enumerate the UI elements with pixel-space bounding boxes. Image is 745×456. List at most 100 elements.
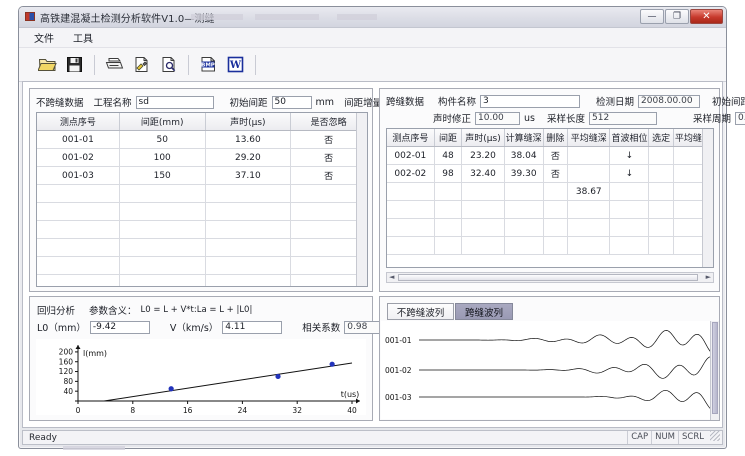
table-row-empty[interactable] [37, 274, 367, 286]
table-cell[interactable]: 002-02 [387, 164, 435, 183]
table-cell[interactable]: 001-02 [37, 148, 120, 167]
table-row[interactable]: 002-01 48 23.20 38.04 否 ↓ [387, 146, 713, 165]
column-header-4[interactable]: 删除 [543, 129, 569, 147]
table-cell-empty[interactable] [205, 256, 292, 275]
table-cell-empty[interactable] [37, 238, 120, 257]
table-cell-empty[interactable] [205, 220, 292, 239]
table-cell[interactable]: 002-01 [387, 146, 435, 165]
table-cell[interactable]: 39.30 [504, 164, 544, 183]
table-cell[interactable] [648, 236, 674, 255]
column-header-3[interactable]: 计算缝深 [504, 129, 544, 147]
project-name-input[interactable]: sd [135, 95, 214, 109]
table-cell[interactable] [543, 218, 569, 237]
table-row-empty[interactable] [37, 238, 367, 257]
table-cell[interactable]: 38.67 [567, 182, 611, 201]
column-header-0[interactable]: 测点序号 [37, 113, 120, 131]
column-header-2[interactable]: 声时(μs) [461, 129, 505, 147]
table-cell-empty[interactable] [119, 184, 206, 203]
maximize-button[interactable]: ❐ [665, 9, 689, 24]
column-header-7[interactable]: 选定 [648, 129, 674, 147]
column-header-6[interactable]: 首波相位 [609, 129, 650, 147]
table-cell[interactable] [434, 182, 463, 201]
tab-crossing-waveform[interactable]: 跨缝波列 [455, 303, 513, 320]
table-cell[interactable] [648, 182, 674, 201]
table-cell[interactable]: 32.40 [461, 164, 505, 183]
table-cell-empty[interactable] [119, 256, 206, 275]
table-cell[interactable] [609, 218, 650, 237]
table-cell[interactable]: 38.04 [504, 146, 544, 165]
table-row[interactable]: 38.67 [387, 182, 713, 201]
export-bmp-button[interactable]: BMP [196, 53, 221, 77]
menu-item-file[interactable]: 文件 [34, 34, 54, 45]
table-cell[interactable]: 29.20 [205, 148, 292, 167]
table-cell[interactable]: 100 [119, 148, 206, 167]
table-cell-empty[interactable] [37, 256, 120, 275]
table-cell[interactable] [567, 218, 611, 237]
minimize-button[interactable]: — [640, 9, 664, 24]
non-crossing-vertical-scrollbar[interactable] [356, 113, 367, 286]
resize-grip-icon[interactable] [710, 431, 720, 441]
table-cell[interactable] [387, 200, 435, 219]
column-header-1[interactable]: 间距(mm) [119, 113, 206, 131]
table-cell[interactable]: 37.10 [205, 166, 292, 185]
table-cell[interactable] [609, 182, 650, 201]
table-cell[interactable]: ↓ [609, 146, 650, 165]
table-row[interactable] [387, 200, 713, 219]
l0-input[interactable]: -9.42 [89, 320, 150, 334]
save-file-button[interactable] [62, 53, 87, 77]
table-cell[interactable] [504, 200, 544, 219]
waveform-scroll-thumb[interactable] [712, 322, 718, 414]
table-cell[interactable] [434, 200, 463, 219]
table-row[interactable]: 002-02 98 32.40 39.30 否 ↓ [387, 164, 713, 183]
column-header-5[interactable]: 平均缝深 [567, 129, 611, 147]
table-cell[interactable] [387, 218, 435, 237]
table-cell[interactable]: 否 [543, 164, 569, 183]
table-cell[interactable] [648, 218, 674, 237]
table-cell[interactable] [567, 164, 611, 183]
crossing-vertical-scrollbar[interactable] [702, 129, 713, 267]
column-header-1[interactable]: 间距 [434, 129, 463, 147]
table-cell[interactable] [461, 218, 505, 237]
table-cell[interactable]: 98 [434, 164, 463, 183]
table-cell[interactable] [609, 236, 650, 255]
table-cell[interactable]: ↓ [609, 164, 650, 183]
table-cell[interactable] [387, 182, 435, 201]
print-setup-button[interactable] [129, 53, 154, 77]
waveform-plot-area[interactable]: 001-01 001-02 001-03 [381, 321, 718, 419]
table-cell[interactable] [648, 164, 674, 183]
scroll-left-icon[interactable]: ◄ [389, 273, 395, 281]
table-cell-empty[interactable] [119, 238, 206, 257]
table-cell-empty[interactable] [205, 238, 292, 257]
table-cell[interactable] [543, 236, 569, 255]
non-crossing-table[interactable]: 测点序号 间距(mm) 声时(μs) 是否忽略 001-01 50 13.60 否 001-0… [36, 112, 368, 287]
horizontal-scroll-thumb[interactable] [398, 274, 698, 281]
open-file-button[interactable] [35, 53, 60, 77]
table-cell-empty[interactable] [37, 274, 120, 286]
table-cell[interactable]: 001-03 [37, 166, 120, 185]
table-row-empty[interactable] [37, 220, 367, 239]
table-cell[interactable] [648, 200, 674, 219]
table-cell-empty[interactable] [37, 202, 120, 221]
sample-period-input[interactable]: 0.40 [735, 111, 745, 125]
table-cell[interactable] [504, 182, 544, 201]
table-cell[interactable] [609, 200, 650, 219]
print-preview-button[interactable] [156, 53, 181, 77]
table-row[interactable]: 001-02 100 29.20 否 [37, 148, 367, 167]
table-cell[interactable]: 150 [119, 166, 206, 185]
table-cell[interactable] [387, 236, 435, 255]
table-cell[interactable] [543, 200, 569, 219]
table-row-empty[interactable] [37, 184, 367, 203]
export-word-button[interactable]: W [223, 53, 248, 77]
table-cell-empty[interactable] [119, 220, 206, 239]
time-correction-input[interactable]: 10.00 [475, 111, 521, 125]
initial-spacing-input[interactable]: 50 [271, 95, 312, 109]
table-cell[interactable]: 48 [434, 146, 463, 165]
table-cell-empty[interactable] [37, 184, 120, 203]
table-row[interactable]: 001-03 150 37.10 否 [37, 166, 367, 185]
table-cell-empty[interactable] [205, 184, 292, 203]
table-cell[interactable] [461, 236, 505, 255]
table-cell[interactable]: 50 [119, 130, 206, 149]
table-cell[interactable] [504, 218, 544, 237]
column-header-2[interactable]: 声时(μs) [205, 113, 292, 131]
component-name-input[interactable]: 3 [480, 94, 581, 108]
